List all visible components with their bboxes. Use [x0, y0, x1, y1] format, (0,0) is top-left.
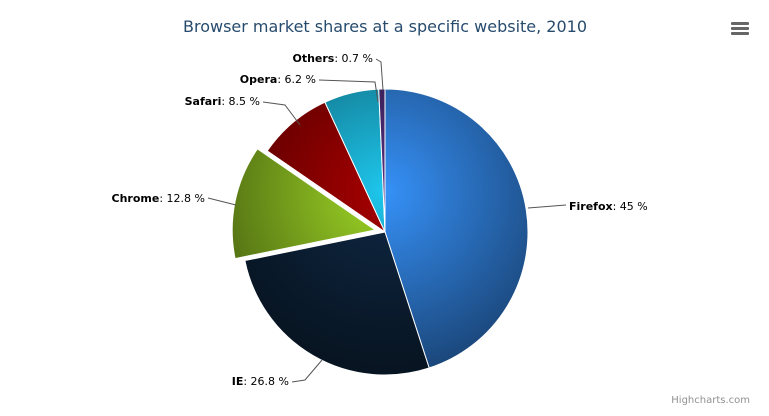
pie-slice-firefox[interactable] [384, 88, 529, 369]
connector-line [262, 101, 301, 126]
data-label-value: : 26.8 % [243, 375, 289, 388]
data-label-value: : 12.8 % [159, 192, 205, 205]
pie-slice-ie[interactable] [244, 231, 430, 376]
data-label-ie: IE: 26.8 % [232, 375, 289, 388]
data-label-name: Others [292, 52, 334, 65]
chart-title: Browser market shares at a specific webs… [183, 17, 587, 36]
data-label-name: Safari [185, 95, 222, 108]
data-label-safari: Safari: 8.5 % [185, 95, 260, 108]
data-label-firefox: Firefox: 45 % [569, 200, 648, 213]
connector-line [527, 204, 567, 209]
connector-line [318, 79, 379, 103]
connector-line [291, 359, 323, 383]
pie-slice-others[interactable] [378, 88, 386, 233]
hamburger-menu-icon[interactable] [731, 22, 749, 38]
data-label-others: Others: 0.7 % [292, 52, 373, 65]
data-label-value: : 0.7 % [334, 52, 373, 65]
data-label-name: Chrome [112, 192, 160, 205]
connector-line [375, 58, 384, 91]
data-label-chrome: Chrome: 12.8 % [112, 192, 205, 205]
data-label-name: IE [232, 375, 244, 388]
data-label-value: : 8.5 % [221, 95, 260, 108]
data-label-name: Opera [240, 73, 278, 86]
data-label-value: : 6.2 % [277, 73, 316, 86]
connector-line [207, 197, 237, 206]
credits-link[interactable]: Highcharts.com [671, 395, 750, 406]
pie-slice-chrome[interactable] [231, 148, 377, 260]
data-label-value: : 45 % [613, 200, 648, 213]
data-label-name: Firefox [569, 200, 613, 213]
data-label-opera: Opera: 6.2 % [240, 73, 316, 86]
